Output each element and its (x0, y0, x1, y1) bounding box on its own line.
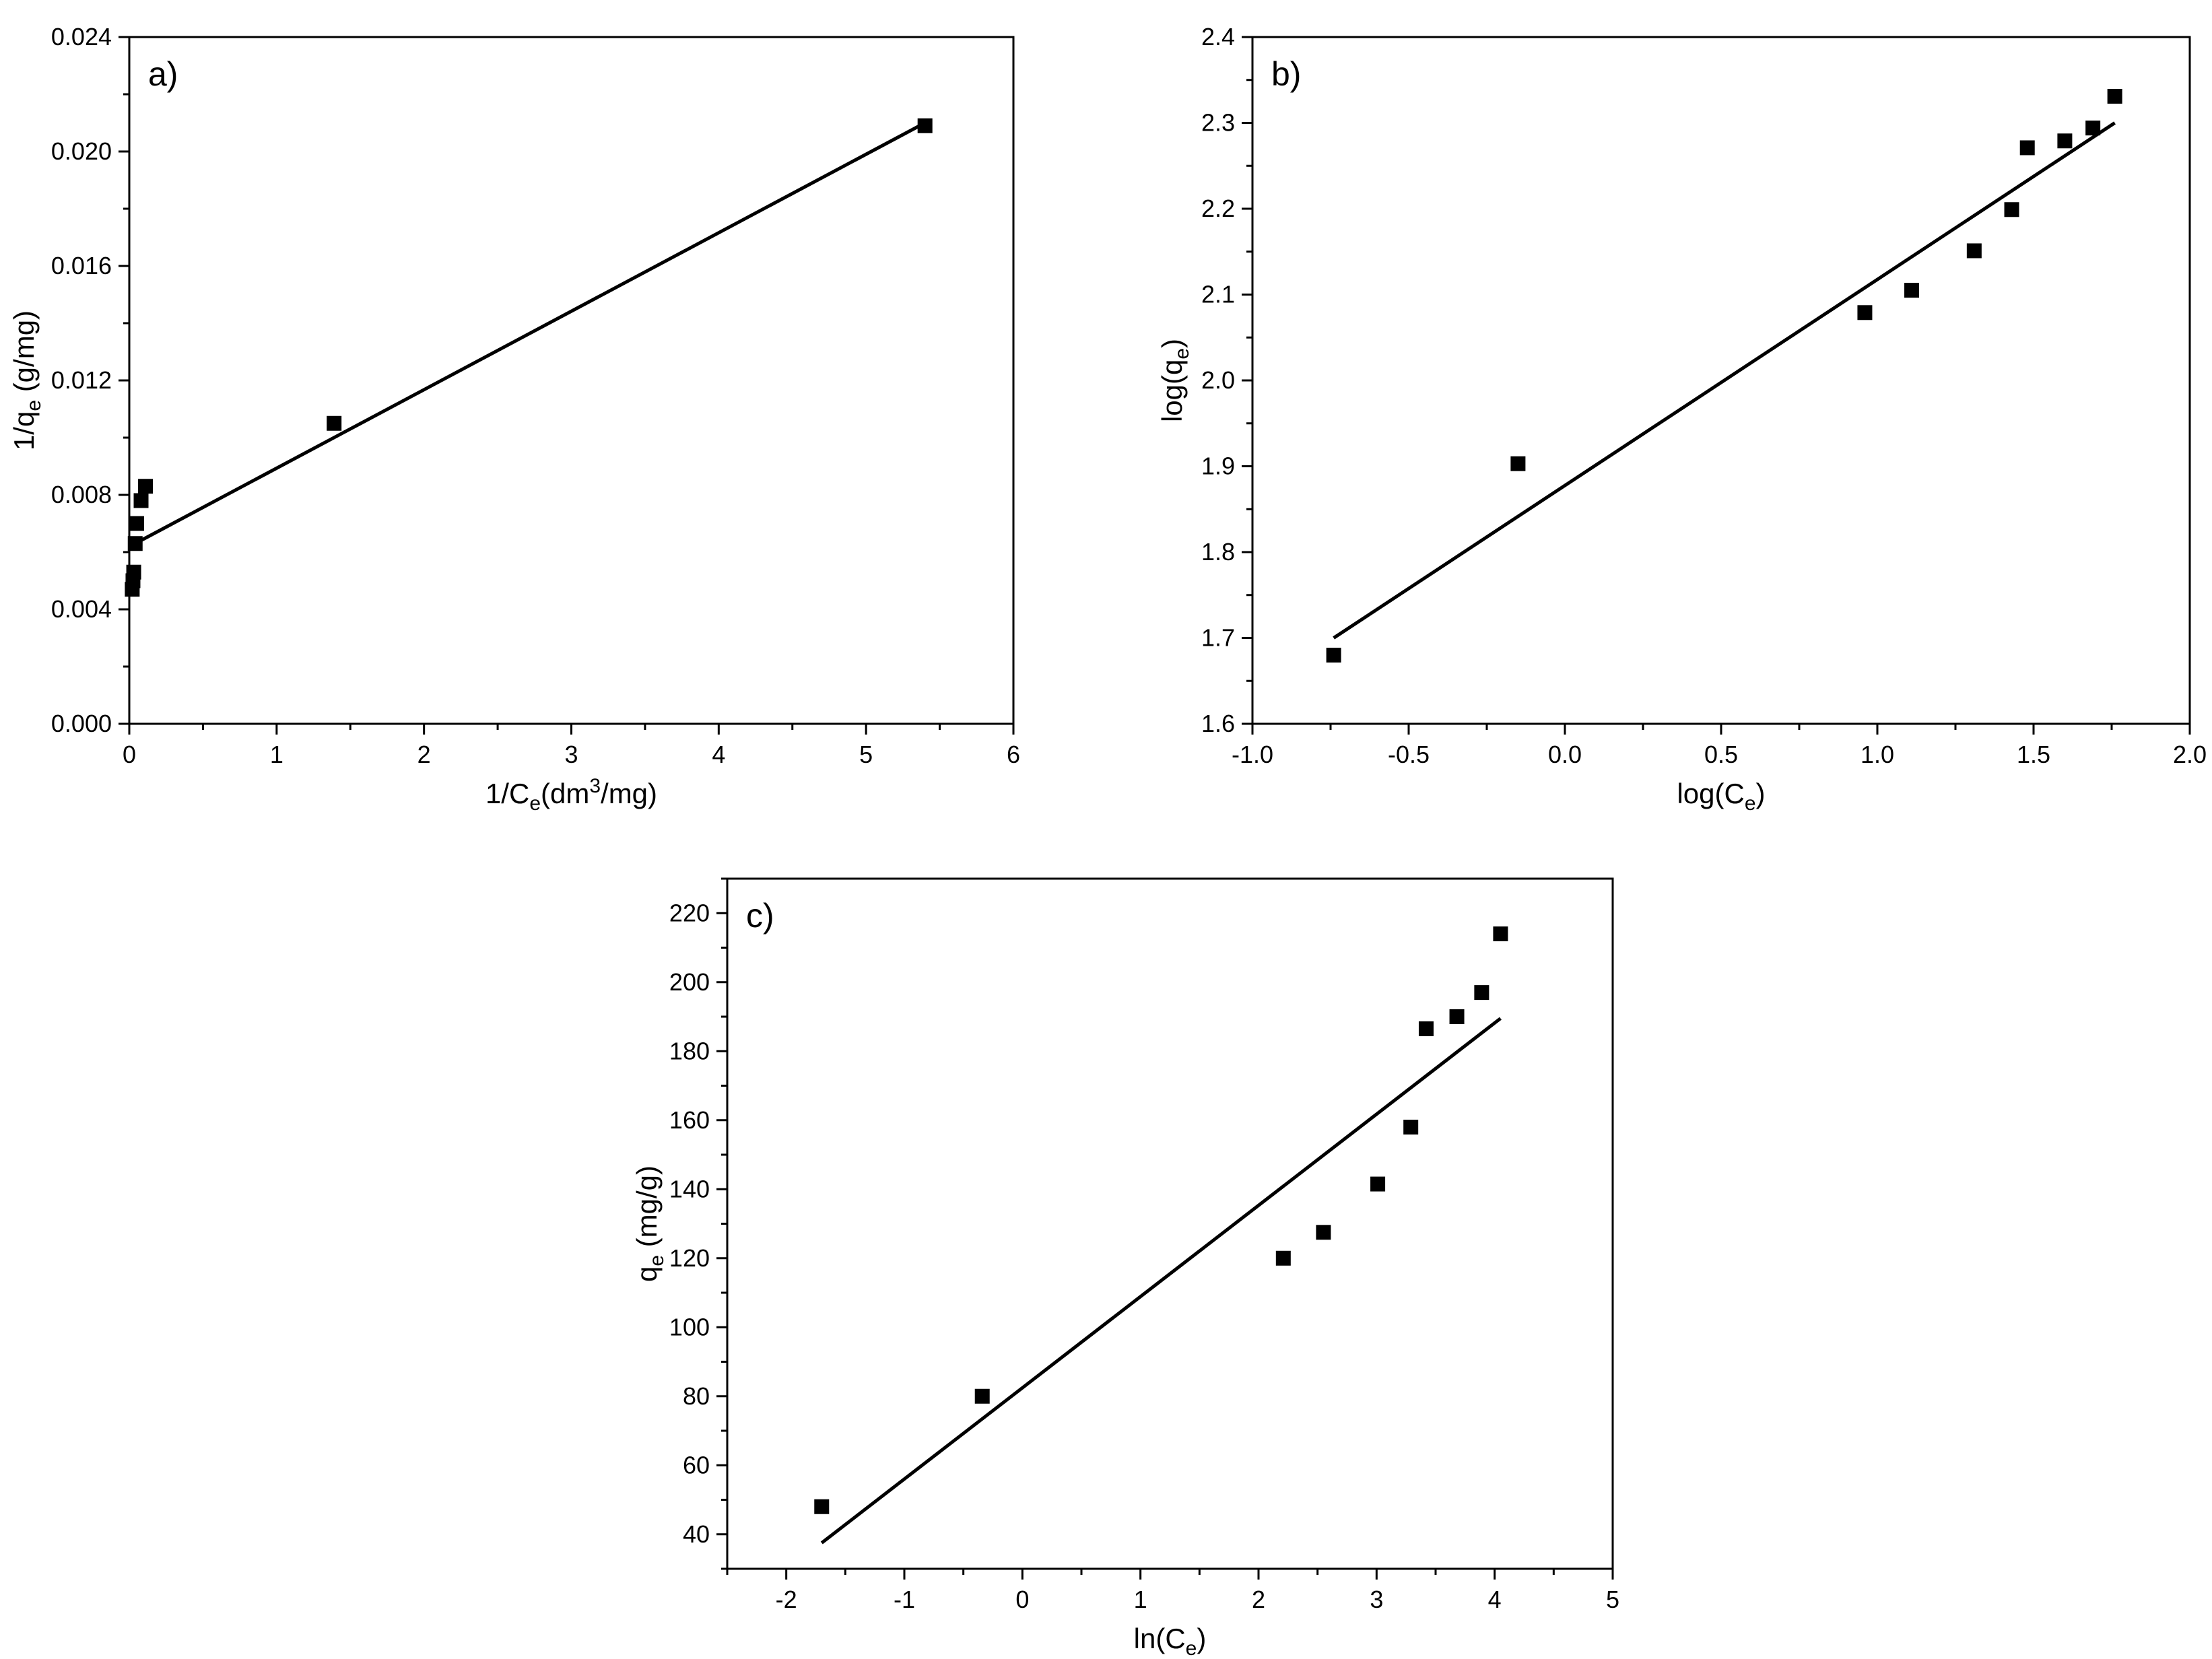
panel-b-data-point (1966, 243, 1982, 259)
panel-b-y-tick-label: 2.0 (1201, 366, 1235, 394)
panel-c-data-point (1316, 1225, 1331, 1240)
panel-b-x-tick-label: 1.5 (2017, 741, 2050, 768)
panel-c-x-tick-label: 2 (1252, 1586, 1265, 1613)
panel-a-data-point (917, 118, 933, 133)
panel-a-data-point (133, 493, 149, 508)
panel-c-x-tick-label: 1 (1134, 1586, 1147, 1613)
panel-b-panel-letter: b) (1271, 55, 1301, 93)
panel-b-data-point (1326, 648, 1341, 663)
panel-b-data-point (1904, 283, 1920, 298)
panel-b-x-tick-label: 0.5 (1704, 741, 1738, 768)
panel-c-y-tick-label: 80 (683, 1382, 710, 1410)
panel-b-y-axis-title: log(qe) (1156, 339, 1193, 422)
panel-a-data-point (138, 479, 154, 494)
panel-a-data-point (129, 516, 144, 531)
panel-a-x-tick-label: 5 (859, 741, 873, 768)
panel-b-data-point (2057, 133, 2073, 149)
panel-a-x-tick-label: 6 (1007, 741, 1020, 768)
panel-c-data-point (1418, 1021, 1434, 1036)
panel-a-y-tick-label: 0.004 (51, 595, 112, 623)
panel-c-data-point (1474, 985, 1489, 1001)
panel-c-data-point (1275, 1250, 1291, 1266)
panel-c-x-axis-title: ln(Ce) (1134, 1623, 1207, 1659)
panel-b-x-tick-label: 2.0 (2173, 741, 2207, 768)
panel-a-chart: 0 1 2 3 4 5 6 0.000 0.004 0.008 0.012 0.016 0.020 0.0… (8, 23, 1020, 815)
panel-b-y-tick-label: 2.2 (1201, 195, 1235, 222)
panel-c-x-tick-label: 5 (1606, 1586, 1619, 1613)
panel-c-fit-line (820, 1017, 1502, 1545)
panel-c-y-tick-label: 60 (683, 1451, 710, 1479)
panel-c-data-point (1403, 1120, 1419, 1135)
panel-b-y-tick-label: 2.1 (1201, 281, 1235, 308)
panel-b-x-tick-label: 1.0 (1861, 741, 1894, 768)
panel-b-data-point (1857, 305, 1873, 320)
panel-c-x-tick-label: -1 (894, 1586, 915, 1613)
panel-a-y-axis-title: 1/qe (g/mg) (8, 310, 45, 450)
panel-b-data-point (2085, 121, 2101, 136)
panel-c-y-tick-label: 200 (669, 968, 710, 996)
panel-b-y-tick-label: 1.6 (1201, 710, 1235, 737)
panel-b-data-point (2107, 88, 2122, 104)
panel-b-y-tick-label: 1.8 (1201, 538, 1235, 566)
panel-c-y-tick-label: 180 (669, 1037, 710, 1064)
panel-b-x-tick-label: -1.0 (1232, 741, 1273, 768)
panel-b-x-tick-label: -0.5 (1388, 741, 1430, 768)
panel-a-y-tick-label: 0.000 (51, 710, 112, 737)
panel-a-fit-line (134, 121, 926, 545)
panel-c-y-axis-title: qe (mg/g) (631, 1165, 668, 1282)
panel-b-x-axis-title: log(Ce) (1677, 778, 1765, 815)
panel-a-x-tick-label: 1 (270, 741, 283, 768)
panel-c-x-tick-label: 0 (1015, 1586, 1029, 1613)
panel-b-y-tick-label: 2.3 (1201, 109, 1235, 137)
panel-a-data-point (127, 536, 143, 551)
panel-a-x-tick-label: 2 (417, 741, 431, 768)
panel-c-y-tick-label: 140 (669, 1175, 710, 1203)
panel-a-x-tick-label: 0 (123, 741, 136, 768)
panel-a-y-tick-label: 0.012 (51, 366, 112, 394)
panel-b-x-tick-label: 0.0 (1548, 741, 1582, 768)
panel-c-y-tick-label: 100 (669, 1313, 710, 1341)
panel-c-y-tick-label: 40 (683, 1520, 710, 1548)
panel-b-chart: -1.0 -0.5 0.0 0.5 1.0 1.5 2.0 1.6 1.7 1.8 1.9 2.0 2.… (1156, 23, 2207, 815)
panel-b-y-tick-label: 1.7 (1201, 624, 1235, 652)
panel-c-y-tick-label: 160 (669, 1106, 710, 1134)
panel-c-x-tick-label: -2 (776, 1586, 797, 1613)
panel-c-data-point (814, 1499, 830, 1514)
panel-c-y-tick-label: 120 (669, 1244, 710, 1272)
panel-b-fit-line (1333, 121, 2116, 640)
panel-b-data-point (2004, 202, 2019, 217)
panel-c-chart: -2 -1 0 1 2 3 4 5 40 60 80 100 120 140 160 180 200 220 ln(… (631, 877, 1619, 1659)
panel-b-data-point (2019, 140, 2035, 156)
panel-b-data-point (1510, 456, 1526, 471)
panel-a-x-tick-label: 4 (712, 741, 725, 768)
panel-c-data-point (1449, 1009, 1465, 1024)
panel-a-data-point (126, 564, 141, 580)
panel-a-x-tick-label: 3 (564, 741, 578, 768)
panel-c-x-tick-label: 3 (1370, 1586, 1383, 1613)
panel-c-data-point (1493, 926, 1508, 941)
panel-c-panel-letter: c) (746, 897, 774, 935)
panel-a-panel-letter: a) (148, 55, 178, 93)
panel-c-y-tick-label: 220 (669, 899, 710, 926)
panel-a-x-axis-title: 1/Ce(dm3/mg) (485, 775, 657, 815)
panel-c-x-tick-label: 4 (1488, 1586, 1502, 1613)
panel-a-y-tick-label: 0.024 (51, 23, 112, 50)
panel-c-data-point (1370, 1176, 1386, 1192)
panel-b-y-tick-label: 1.9 (1201, 452, 1235, 480)
panel-a-y-tick-label: 0.016 (51, 252, 112, 279)
panel-a-y-tick-label: 0.020 (51, 137, 112, 165)
panel-a-data-point (327, 415, 342, 431)
panel-a-y-tick-label: 0.008 (51, 481, 112, 508)
panel-c-data-point (974, 1388, 990, 1404)
panel-b-y-tick-label: 2.4 (1201, 23, 1235, 50)
